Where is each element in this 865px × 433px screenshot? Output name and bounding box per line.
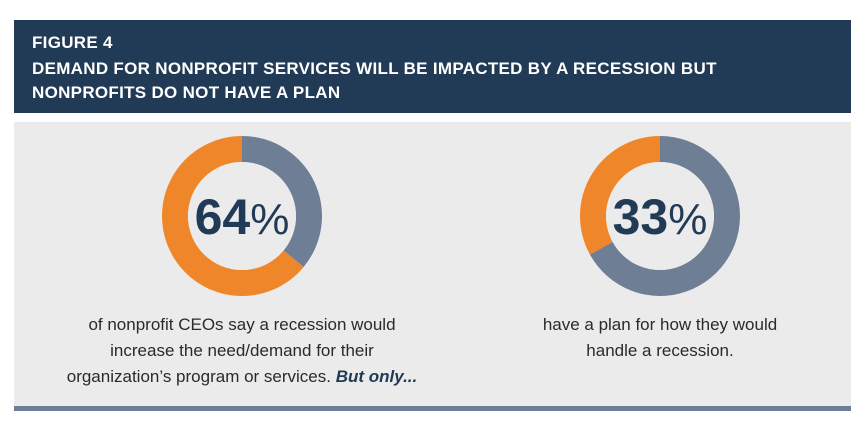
donut-chart-have-plan: 33% — [580, 136, 740, 296]
donut-slice-remainder — [242, 136, 322, 267]
donut-center-value: 33 — [613, 189, 669, 245]
figure-label: FIGURE 4 — [32, 33, 113, 52]
donut-center-unit: % — [668, 195, 707, 244]
donut-center-label: 33% — [613, 189, 708, 245]
donut-chart-ceo-demand: 64% — [161, 136, 322, 296]
caption-text: of nonprofit CEOs say a recession would … — [66, 315, 396, 386]
donut-slice-remainder — [589, 136, 740, 296]
donut-center-value: 64 — [195, 189, 251, 245]
caption-text: have a plan for how they would handle a … — [542, 315, 778, 360]
figure-header: FIGURE 4 DEMAND FOR NONPROFIT SERVICES W… — [14, 20, 851, 113]
donut-center-label: 64% — [195, 189, 290, 245]
caption-ceo-demand: of nonprofit CEOs say a recession would … — [62, 312, 422, 390]
donut-slice-highlight — [580, 136, 660, 255]
figure-title: DEMAND FOR NONPROFIT SERVICES WILL BE IM… — [32, 59, 717, 102]
donut-hole — [606, 162, 714, 270]
donut-center-unit: % — [250, 195, 289, 244]
caption-have-plan: have a plan for how they would handle a … — [535, 312, 785, 364]
donut-hole — [188, 162, 296, 270]
caption-emphasis: But only... — [335, 367, 418, 386]
donut-slice-highlight — [161, 136, 304, 296]
bottom-divider — [14, 406, 851, 411]
